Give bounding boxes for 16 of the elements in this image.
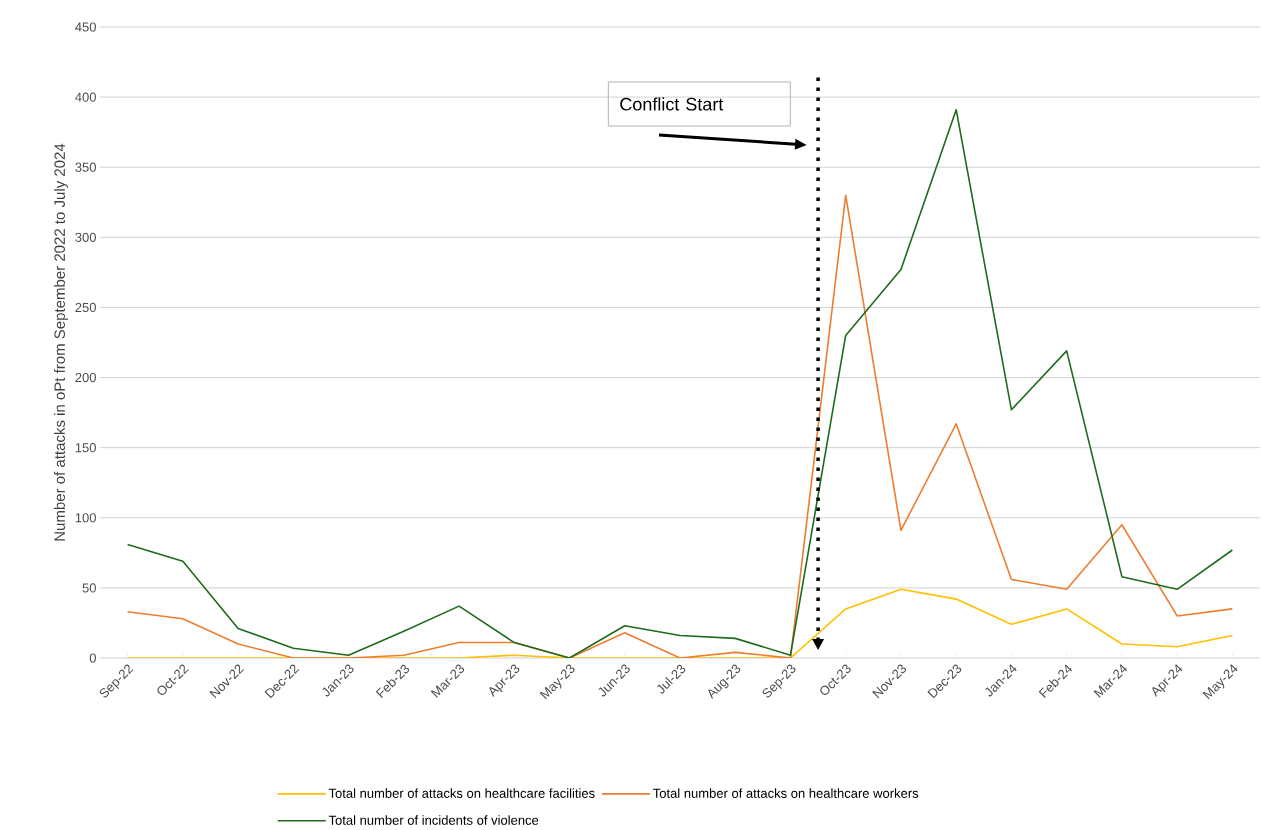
- legend-label: Total number of attacks on healthcare facilities: [328, 788, 595, 798]
- y-axis-title: Number of attacks in oPt from September 2022 to July 2024: [53, 143, 68, 541]
- y-tick-label: 0: [89, 653, 96, 663]
- y-tick-label: 350: [75, 162, 96, 172]
- y-tick-label: 150: [75, 442, 96, 453]
- y-tick-label: 250: [75, 302, 96, 312]
- y-tick-label: 100: [75, 513, 96, 523]
- line-series: [126, 194, 1234, 658]
- y-tick-label: 300: [75, 232, 96, 242]
- legend-label: Total number of incidents of violence: [328, 815, 539, 825]
- y-tick-label: 450: [75, 22, 96, 32]
- y-tick-label: 50: [82, 583, 96, 593]
- y-tick-label: 200: [75, 372, 96, 383]
- annotation: Conflict Start: [620, 97, 724, 111]
- y-tick-label: 400: [75, 92, 96, 102]
- legend-label: Total number of attacks on healthcare workers: [653, 788, 919, 798]
